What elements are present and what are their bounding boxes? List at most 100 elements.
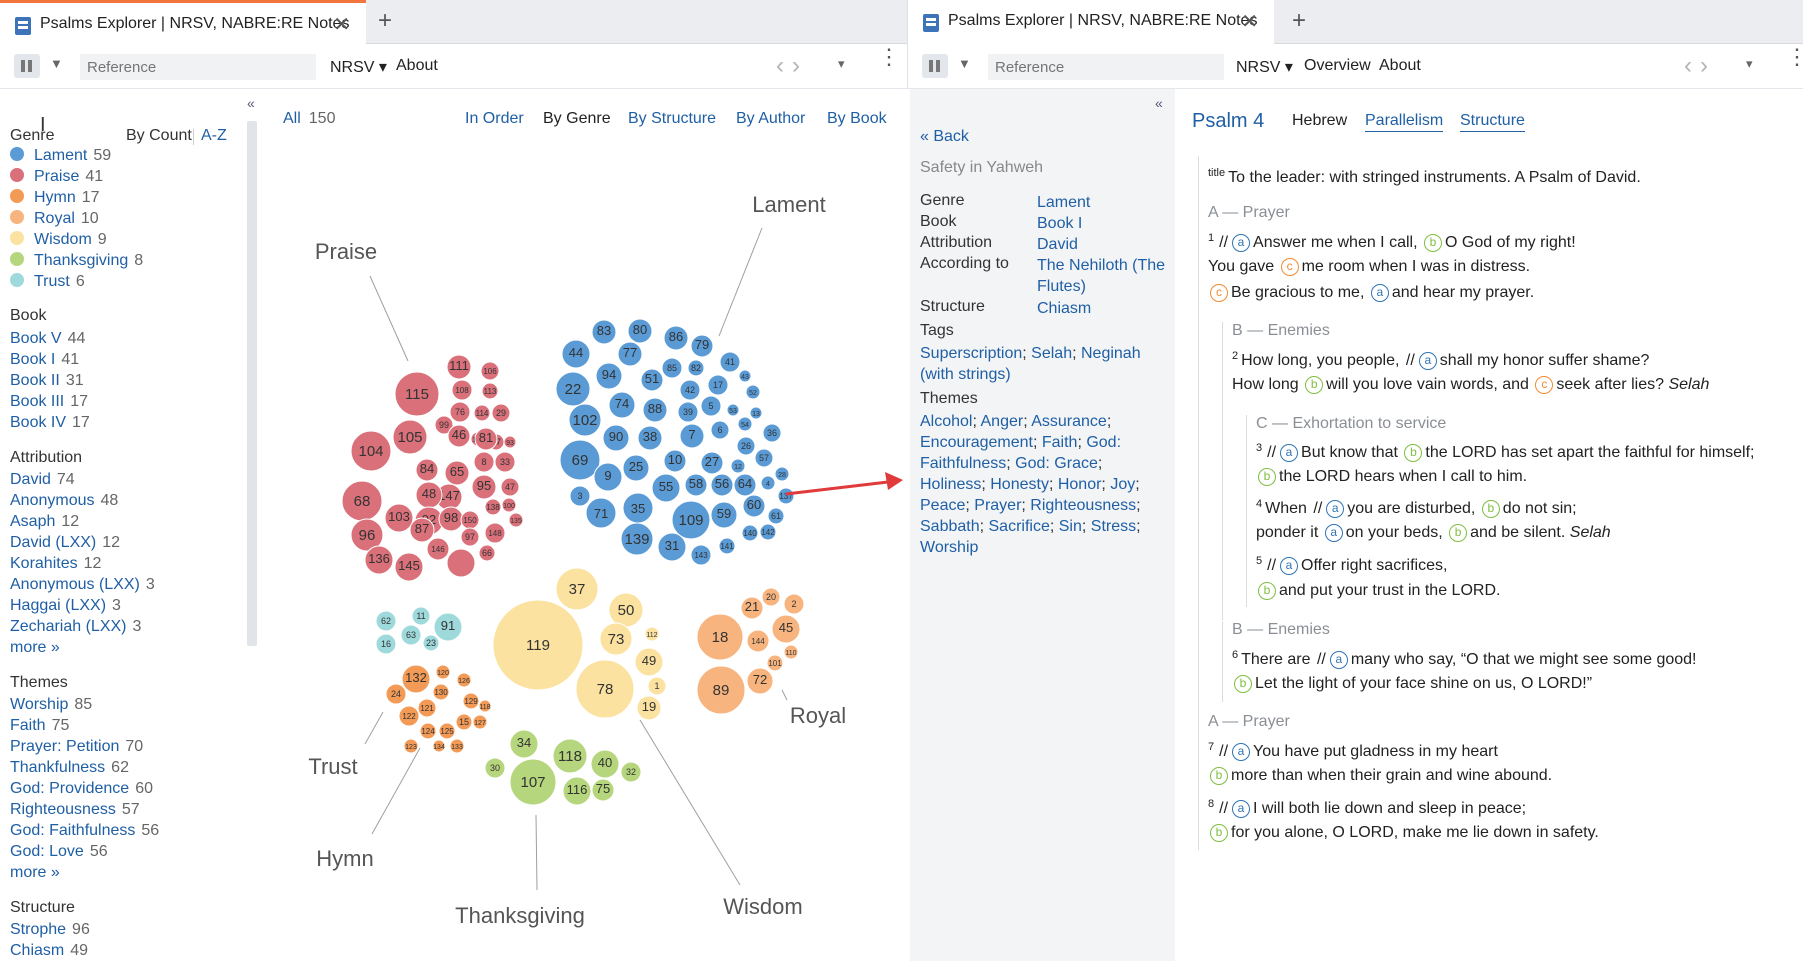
psalm-bubble-lament[interactable]	[679, 423, 705, 449]
themes-more-link[interactable]: more »	[10, 864, 60, 881]
theme-item[interactable]: Righteousness 57	[10, 801, 140, 819]
psalm-bubble-lament[interactable]	[707, 374, 729, 396]
psalm-bubble-lament[interactable]	[677, 401, 699, 423]
psalm-bubble-lament[interactable]	[700, 395, 722, 417]
theme-item[interactable]: God: Love 56	[10, 843, 108, 861]
genre-item[interactable]: Lament 59	[10, 147, 111, 165]
info-field-value[interactable]: Lament	[1037, 194, 1091, 211]
info-field-value[interactable]: The Nehiloth (The Flutes)	[1037, 257, 1166, 295]
info-link[interactable]: Sacrifice	[988, 518, 1050, 535]
psalm-bubble-hymn[interactable]	[438, 722, 456, 740]
psalm-bubble-lament[interactable]	[591, 319, 617, 345]
psalm-bubble-royal[interactable]	[783, 593, 805, 615]
psalm-bubble-lament[interactable]	[767, 507, 785, 525]
reference-input[interactable]	[988, 54, 1224, 80]
psalm-bubble-praise[interactable]	[364, 545, 394, 575]
psalm-bubble-trust[interactable]	[433, 612, 463, 642]
more-menu-icon[interactable]: ⋮	[1786, 44, 1803, 69]
psalm-bubble-lament[interactable]	[749, 406, 763, 420]
attribution-item[interactable]: Asaph 12	[10, 513, 79, 531]
psalm-bubble-thanksgiving[interactable]	[552, 738, 588, 774]
psalm-bubble-praise[interactable]	[503, 435, 517, 449]
info-link[interactable]: Worship	[920, 539, 979, 556]
psalm-bubble-lament[interactable]	[742, 494, 766, 518]
psalm-bubble-praise[interactable]	[384, 503, 414, 533]
psalm-bubble-praise[interactable]	[484, 522, 506, 544]
psalm-bubble-lament[interactable]	[710, 501, 738, 529]
psalm-bubble-praise[interactable]	[392, 419, 428, 455]
psalm-bubble-lament[interactable]	[700, 451, 724, 475]
book-item[interactable]: Book II 31	[10, 372, 84, 390]
psalm-bubble-praise[interactable]	[481, 382, 499, 400]
psalm-bubble-lament[interactable]	[710, 473, 734, 497]
overview-link[interactable]: Overview	[1304, 57, 1371, 74]
grouping-by-structure[interactable]: By Structure	[628, 110, 717, 127]
psalm-bubble-lament[interactable]	[726, 403, 740, 417]
psalm-bubble-praise[interactable]	[501, 497, 517, 513]
psalm-bubble-lament[interactable]	[687, 359, 705, 377]
psalm-bubble-lament[interactable]	[608, 391, 636, 419]
psalm-bubble-praise[interactable]	[478, 544, 496, 562]
book-item[interactable]: Book IV 17	[10, 414, 90, 432]
psalm-bubble-thanksgiving[interactable]	[562, 776, 592, 806]
info-link[interactable]: Honor	[1057, 476, 1102, 493]
psalm-bubble-royal[interactable]	[746, 667, 774, 695]
psalm-bubble-hymn[interactable]	[419, 722, 437, 740]
psalm-bubble-hymn[interactable]	[432, 683, 450, 701]
psalm-bubble-praise[interactable]	[474, 427, 498, 451]
psalm-bubble-praise[interactable]	[500, 477, 520, 497]
add-tab-icon[interactable]: +	[1292, 7, 1307, 34]
psalm-bubble-lament[interactable]	[569, 485, 591, 507]
genre-item[interactable]: Hymn 17	[10, 189, 100, 207]
info-field-value[interactable]: Book I	[1037, 215, 1083, 232]
psalm-bubble-royal[interactable]	[771, 614, 801, 644]
psalm-bubble-royal[interactable]	[746, 629, 770, 653]
attribution-item[interactable]: Haggai (LXX) 3	[10, 597, 121, 615]
psalm-bubble-hymn[interactable]	[398, 705, 420, 727]
info-link[interactable]: Assurance	[1031, 413, 1107, 430]
psalm-bubble-trust[interactable]	[422, 634, 440, 652]
psalm-bubble-lament[interactable]	[561, 339, 591, 369]
tab-parallelism[interactable]: Parallelism	[1365, 112, 1444, 132]
psalm-bubble-lament[interactable]	[555, 371, 591, 407]
info-link[interactable]: Faith	[1041, 434, 1078, 451]
psalm-bubble-praise[interactable]	[415, 458, 439, 482]
psalm-bubble-praise[interactable]	[426, 537, 450, 561]
psalm-bubble-lament[interactable]	[593, 462, 623, 492]
add-tab-icon[interactable]: +	[378, 7, 393, 34]
psalm-bubble-royal[interactable]	[696, 613, 744, 661]
info-link[interactable]: Prayer	[974, 497, 1022, 514]
attribution-item[interactable]: David 74	[10, 471, 75, 489]
genre-item[interactable]: Wisdom 9	[10, 231, 107, 249]
tab-hebrew[interactable]: Hebrew	[1292, 112, 1348, 129]
info-link[interactable]: God: Grace	[1015, 455, 1098, 472]
psalm-bubble-royal[interactable]	[766, 654, 784, 672]
psalm-bubble-wisdom[interactable]	[575, 659, 635, 719]
psalm-bubble-lament[interactable]	[679, 379, 701, 401]
info-link[interactable]: Honesty	[990, 476, 1049, 493]
psalm-bubble-hymn[interactable]	[417, 698, 437, 718]
attribution-item[interactable]: Anonymous (LXX) 3	[10, 576, 155, 594]
version-dropdown[interactable]: NRSV ▾	[330, 59, 387, 76]
browser-tab[interactable]: Psalms Explorer | NRSV, NABRE:RE Notes ✕	[0, 0, 366, 44]
psalm-bubble-royal[interactable]	[783, 644, 799, 660]
history-dropdown-icon[interactable]: ▾	[1746, 56, 1753, 71]
theme-item[interactable]: God: Providence 60	[10, 780, 153, 798]
history-dropdown-icon[interactable]: ▾	[838, 56, 845, 71]
attribution-more-link[interactable]: more »	[10, 639, 60, 656]
psalm-bubble-lament[interactable]	[657, 532, 687, 562]
psalm-bubble-lament[interactable]	[617, 341, 643, 367]
psalm-bubble-hymn[interactable]	[432, 739, 446, 753]
about-link[interactable]: About	[1379, 57, 1421, 74]
psalm-bubble-praise[interactable]	[480, 361, 500, 381]
psalm-bubble-royal[interactable]	[761, 587, 781, 607]
psalm-bubble-lament[interactable]	[637, 425, 663, 451]
browser-tab[interactable]: Psalms Explorer | NRSV, NABRE:RE Notes ✕	[908, 0, 1274, 44]
psalm-bubble-thanksgiving[interactable]	[509, 729, 539, 759]
grouping-by-genre[interactable]: By Genre	[543, 110, 611, 127]
psalm-bubble-praise[interactable]	[409, 517, 435, 543]
theme-item[interactable]: Prayer: Petition 70	[10, 738, 143, 756]
psalm-bubble-lament[interactable]	[745, 384, 761, 400]
psalm-bubble-praise[interactable]	[473, 404, 491, 422]
psalm-bubble-royal[interactable]	[740, 596, 764, 620]
